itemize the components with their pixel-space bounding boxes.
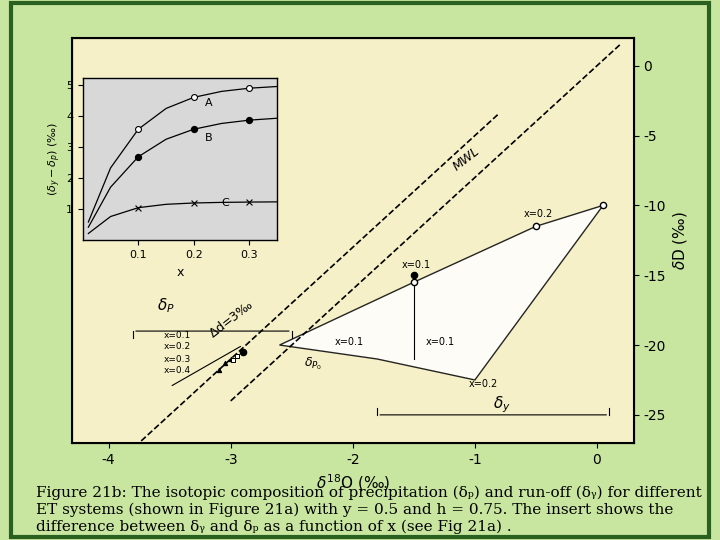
Point (243, 198, 255, 206)
Point (188, 93, 199, 102)
Point (188, 125, 199, 133)
X-axis label: x: x (176, 266, 184, 279)
Text: $\delta_y$: $\delta_y$ (493, 394, 511, 415)
Point (408, 278, 420, 287)
Point (132, 204, 144, 212)
Text: A: A (205, 98, 212, 109)
Point (598, 201, 609, 210)
Text: x=0.1: x=0.1 (163, 331, 191, 340)
Polygon shape (279, 205, 603, 380)
Text: x=0.4: x=0.4 (163, 366, 191, 375)
Text: x=0.1: x=0.1 (335, 337, 364, 347)
Text: x=0.1: x=0.1 (426, 337, 455, 347)
Point (237, 348, 248, 356)
Y-axis label: $\delta$D (‰): $\delta$D (‰) (671, 211, 689, 270)
Point (188, 199, 199, 207)
X-axis label: $\delta^{18}$O (‰): $\delta^{18}$O (‰) (315, 472, 390, 493)
Point (228, 356, 239, 364)
Text: x=0.2: x=0.2 (163, 342, 191, 351)
Point (132, 152, 144, 161)
Text: $\delta_{P_0}$: $\delta_{P_0}$ (304, 355, 323, 372)
Point (243, 84, 255, 92)
Point (408, 271, 420, 280)
Text: $\Delta$d=3‰: $\Delta$d=3‰ (207, 298, 257, 341)
Text: C: C (222, 198, 230, 208)
Text: MWL: MWL (451, 145, 482, 173)
Text: x=0.2: x=0.2 (523, 208, 553, 219)
Y-axis label: $(\delta_y-\delta_p)$ (‰): $(\delta_y-\delta_p)$ (‰) (47, 122, 63, 197)
Text: $\delta_P$: $\delta_P$ (158, 296, 175, 315)
Point (237, 348, 248, 356)
Point (212, 366, 224, 375)
Text: x=0.2: x=0.2 (469, 379, 498, 389)
Point (132, 125, 144, 133)
Text: B: B (205, 133, 212, 143)
Text: Figure 21b: The isotopic composition of precipitation (δₚ) and run-off (δᵧ) for : Figure 21b: The isotopic composition of … (36, 486, 702, 534)
Text: x=0.1: x=0.1 (402, 260, 431, 270)
Point (530, 222, 541, 231)
Point (231, 352, 243, 361)
Text: x=0.3: x=0.3 (163, 355, 191, 364)
Point (243, 116, 255, 124)
Point (225, 355, 236, 363)
Point (219, 359, 230, 368)
